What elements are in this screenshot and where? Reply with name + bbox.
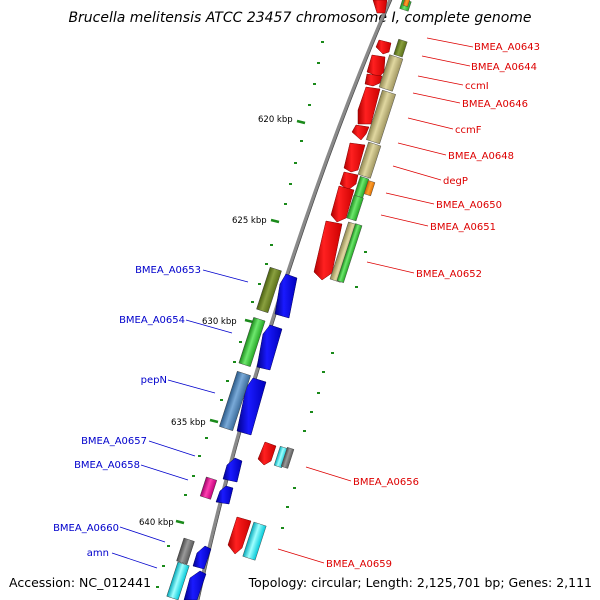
label-bmea-a0644: BMEA_A0644 xyxy=(471,62,537,73)
gene-bmea-a0652-cog-b xyxy=(336,223,363,284)
gene-bmea-a0646-cog xyxy=(366,89,396,145)
gene-ccmf xyxy=(351,124,370,141)
gene-bmea-a0657 xyxy=(222,457,243,483)
label-pepn: pepN xyxy=(141,375,167,386)
label-bmea-a0656: BMEA_A0656 xyxy=(353,477,419,488)
gene-bmea-a0646 xyxy=(357,86,381,125)
label-ccmf: ccmF xyxy=(455,125,482,136)
forward-leaders xyxy=(277,37,474,564)
gene-bmea-a0643 xyxy=(372,0,388,14)
gene-amn-cog xyxy=(166,561,190,600)
label-amn: amn xyxy=(87,548,109,559)
gene-bmea-a0650-cog-b xyxy=(363,180,376,197)
gene-bmea-a0653-cog xyxy=(256,266,282,314)
gene-bmea-a0660 xyxy=(192,545,212,570)
tick-label-620: 620 kbp xyxy=(258,115,293,125)
label-bmea-a0658: BMEA_A0658 xyxy=(74,460,140,471)
label-bmea-a0659: BMEA_A0659 xyxy=(326,559,392,570)
label-degp: degP xyxy=(443,176,468,187)
gene-bmea-a0659 xyxy=(227,516,252,555)
map-title: Brucella melitensis ATCC 23457 chromosom… xyxy=(68,10,531,26)
genome-backbone-shadow xyxy=(198,0,393,600)
gene-bmea-a0653 xyxy=(274,273,298,319)
tick-label-625: 625 kbp xyxy=(232,216,267,226)
gene-pepn-cog xyxy=(219,371,251,431)
gene-bmea-a0650 xyxy=(330,185,355,223)
gene-bmea-a0644 xyxy=(375,39,392,55)
gene-bmea-a0651-cog xyxy=(346,194,364,222)
accession-label: Accession: NC_012441 xyxy=(9,575,151,590)
forward-red-genes xyxy=(227,0,392,555)
gene-bmea-a0654-cog xyxy=(238,317,266,367)
gene-bmea-a0643-cog-b xyxy=(402,0,411,7)
major-ticks xyxy=(175,119,306,525)
label-bmea-a0643: BMEA_A0643 xyxy=(474,42,540,53)
gene-degp-cog xyxy=(357,141,382,179)
label-bmea-a0657: BMEA_A0657 xyxy=(81,436,147,447)
gene-degp xyxy=(339,171,359,191)
label-bmea-a0652: BMEA_A0652 xyxy=(416,269,482,280)
genome-backbone xyxy=(195,0,392,600)
tick-label-630: 630 kbp xyxy=(202,317,237,327)
label-bmea-a0651: BMEA_A0651 xyxy=(430,222,496,233)
gene-bmea-a0654 xyxy=(256,324,283,371)
tick-label-635: 635 kbp xyxy=(171,418,206,428)
gene-bmea-a0644-cog xyxy=(393,38,408,58)
label-bmea-a0660: BMEA_A0660 xyxy=(53,523,119,534)
label-bmea-a0653: BMEA_A0653 xyxy=(135,265,201,276)
reverse-leaders xyxy=(111,269,249,569)
gene-ccmi-2 xyxy=(364,73,383,87)
gene-amn xyxy=(183,570,207,600)
reverse-labels: BMEA_A0653 BMEA_A0654 pepN BMEA_A0657 BM… xyxy=(53,265,201,559)
reverse-colored-genes xyxy=(166,266,282,600)
tick-label-640: 640 kbp xyxy=(139,518,174,528)
forward-labels: BMEA_A0643 BMEA_A0644 ccmI BMEA_A0646 cc… xyxy=(326,42,540,570)
gene-bmea-a0656 xyxy=(257,441,277,466)
label-bmea-a0654: BMEA_A0654 xyxy=(119,315,185,326)
topology-label: Topology: circular; Length: 2,125,701 bp… xyxy=(248,575,592,590)
gene-bmea-a0660-cog xyxy=(176,537,195,565)
label-bmea-a0650: BMEA_A0650 xyxy=(436,200,502,211)
gene-ccmf-2 xyxy=(343,142,366,173)
scale-dots xyxy=(156,41,367,588)
gene-ccmi xyxy=(366,54,386,78)
label-bmea-a0648: BMEA_A0648 xyxy=(448,151,514,162)
gene-bmea-a0658 xyxy=(215,485,234,505)
gene-bmea-a0658-cog xyxy=(199,476,218,500)
reverse-blue-genes xyxy=(183,273,298,600)
label-ccmi: ccmI xyxy=(465,81,489,92)
gene-bmea-a0652 xyxy=(313,220,343,281)
gene-bmea-a0659-cog xyxy=(242,521,267,561)
gene-ccmi-cog xyxy=(378,54,404,92)
forward-colored-genes xyxy=(242,0,412,561)
label-bmea-a0646: BMEA_A0646 xyxy=(462,99,528,110)
gene-bmea-a0656-cog-b xyxy=(280,447,295,469)
